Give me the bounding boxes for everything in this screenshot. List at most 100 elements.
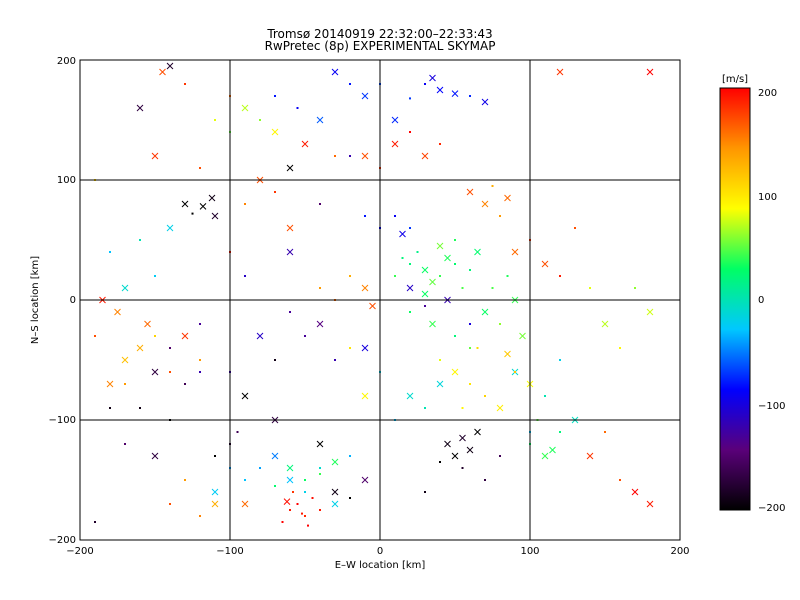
data-point-cross: [181, 332, 189, 340]
data-point-dot: [469, 347, 471, 349]
data-point-dot: [619, 479, 621, 481]
data-point-dot: [199, 371, 201, 373]
data-point-cross: [136, 104, 144, 112]
data-point-dot: [281, 521, 284, 523]
colorbar-label: [m/s]: [722, 74, 748, 85]
data-point-dot: [454, 335, 456, 337]
data-point-cross: [519, 332, 526, 340]
data-point-dot: [439, 359, 441, 361]
data-point-cross: [256, 332, 264, 340]
data-point-cross: [151, 452, 159, 460]
data-point-dot: [334, 155, 336, 157]
data-point-dot: [304, 491, 306, 493]
data-point-cross: [271, 128, 279, 136]
chart-subtitle: RwPretec (8p) EXPERIMENTAL SKYMAP: [265, 39, 496, 53]
data-point-dot: [469, 383, 471, 385]
data-point-dot: [394, 215, 396, 217]
data-point-dot: [94, 335, 96, 337]
data-point-cross: [106, 380, 114, 388]
colorbar-tick-label: 0: [758, 295, 764, 306]
data-point-cross: [331, 458, 339, 466]
data-point-cross: [474, 428, 481, 436]
data-point-dot: [289, 509, 291, 511]
data-point-cross: [556, 68, 564, 76]
data-point-dot: [559, 431, 561, 433]
plot-frame: [79, 59, 681, 541]
data-point-dot: [454, 239, 456, 241]
data-point-dot: [244, 275, 246, 277]
data-point-dot: [559, 359, 561, 361]
data-point-dot: [349, 455, 351, 457]
data-point-dot: [604, 431, 606, 433]
data-point-cross: [429, 278, 436, 286]
data-point-cross: [151, 368, 159, 376]
data-point-cross: [481, 308, 489, 316]
data-point-cross: [361, 152, 369, 160]
data-point-cross: [211, 488, 219, 496]
data-point-cross: [199, 203, 207, 210]
data-point-dot: [199, 167, 201, 169]
data-point-dot: [199, 359, 201, 361]
data-point-cross: [361, 284, 369, 292]
data-point-cross: [316, 440, 324, 448]
data-point-dot: [124, 383, 126, 385]
data-point-dot: [274, 95, 276, 97]
data-point-cross: [121, 284, 129, 292]
data-point-cross: [271, 452, 279, 460]
data-point-dot: [424, 83, 426, 85]
data-point-cross: [331, 68, 339, 76]
y-axis-label: N–S location [km]: [30, 256, 41, 344]
data-point-cross: [451, 452, 459, 460]
data-point-dot: [349, 83, 351, 85]
data-point-cross: [429, 74, 436, 82]
data-point-dot: [169, 503, 171, 505]
data-point-cross: [421, 152, 429, 160]
data-point-dot: [394, 275, 396, 277]
data-point-cross: [181, 200, 189, 208]
data-point-dot: [154, 335, 156, 337]
data-point-dot: [619, 347, 621, 349]
data-point-dot: [401, 257, 404, 259]
data-point-dot: [289, 311, 291, 313]
data-point-cross: [436, 86, 444, 94]
data-point-dot: [334, 359, 336, 361]
data-point-dot: [304, 515, 306, 517]
data-point-dot: [499, 323, 501, 325]
data-point-dot: [634, 287, 636, 289]
data-point-cross: [496, 404, 504, 412]
data-point-dot: [589, 287, 591, 289]
data-point-cross: [144, 320, 151, 328]
colorbar-tick-label: 200: [758, 88, 777, 99]
data-point-dot: [259, 467, 261, 469]
data-point-cross: [211, 500, 219, 508]
data-point-cross: [391, 116, 399, 124]
data-point-cross: [286, 476, 294, 484]
data-point-cross: [459, 434, 466, 442]
data-point-cross: [211, 212, 219, 220]
data-point-cross: [466, 188, 474, 196]
data-point-cross: [451, 90, 459, 97]
data-point-cross: [241, 500, 249, 508]
data-point-dot: [191, 212, 194, 215]
x-axis-ticks: −200 −100 0 100 200: [66, 546, 689, 557]
data-point-dot: [469, 95, 471, 97]
data-point-cross: [406, 284, 414, 292]
data-point-dot: [484, 395, 486, 397]
data-point-dot: [301, 512, 303, 515]
data-point-cross: [646, 308, 654, 316]
data-point-cross: [474, 248, 481, 256]
data-point-dot: [184, 383, 186, 385]
data-point-dot: [274, 191, 276, 193]
data-point-dot: [409, 263, 411, 265]
colorbar-tick-label: 100: [758, 192, 777, 203]
data-point-dot: [491, 185, 494, 187]
data-point-cross: [361, 344, 369, 352]
data-point-dot: [307, 524, 309, 527]
data-point-dot: [409, 131, 411, 133]
data-point-dot: [319, 287, 321, 289]
data-point-dot: [154, 275, 156, 277]
x-axis-label: E–W location [km]: [335, 560, 426, 571]
data-point-dot: [109, 407, 111, 409]
data-point-dot: [169, 347, 171, 349]
data-point-cross: [286, 224, 294, 232]
